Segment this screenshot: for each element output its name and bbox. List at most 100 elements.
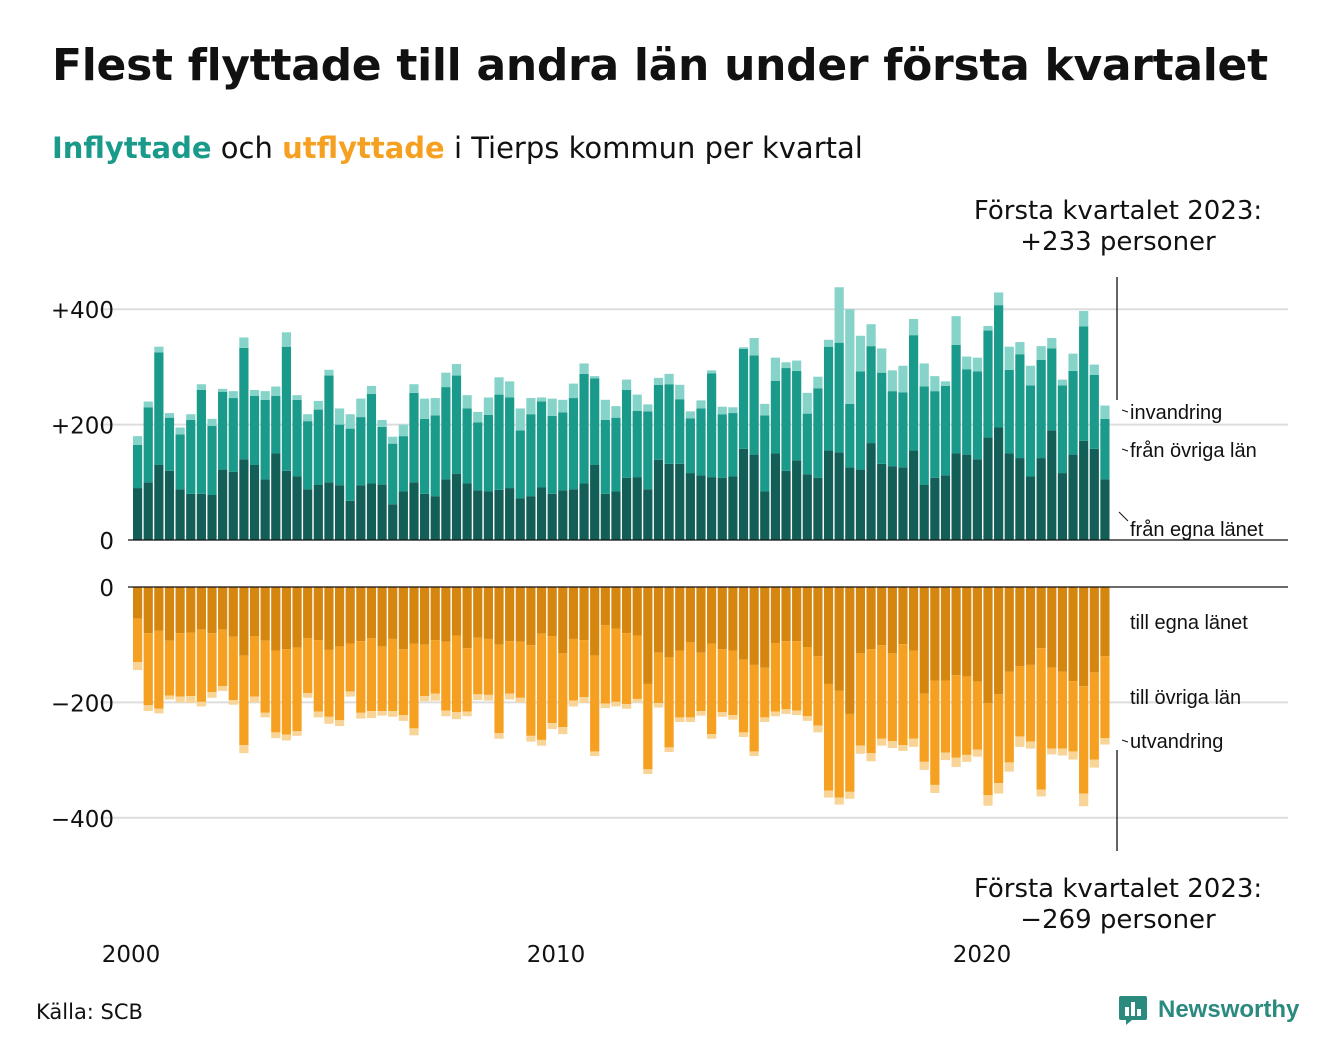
- bar-in-ovriga-lan: [834, 342, 844, 453]
- bar-in-ovriga-lan: [377, 426, 387, 485]
- bar-out-utvandring: [621, 704, 632, 709]
- bar-in-ovriga-lan: [313, 409, 323, 485]
- bar-out-ovriga-lan: [462, 648, 472, 712]
- bar-in-ovriga-lan: [388, 443, 398, 505]
- bar-in-ovriga-lan: [345, 428, 355, 501]
- bar-out-ovriga-lan: [919, 693, 929, 762]
- bar-in-egna-lanet: [345, 500, 355, 540]
- bar-in-ovriga-lan: [908, 335, 919, 451]
- bar-out-ovriga-lan: [749, 664, 759, 752]
- bar-in-invandring: [590, 376, 600, 379]
- bar-out-egna-lanet: [621, 587, 632, 634]
- bar-in-egna-lanet: [133, 488, 143, 540]
- bar-in-ovriga-lan: [1036, 359, 1046, 459]
- bar-in-invandring: [186, 414, 196, 420]
- bar-in-invandring: [515, 408, 525, 431]
- bar-out-egna-lanet: [653, 587, 664, 653]
- bar-out-egna-lanet: [643, 587, 653, 684]
- bar-in-invandring: [1057, 379, 1068, 386]
- bar-in-ovriga-lan: [738, 349, 749, 449]
- bar-in-egna-lanet: [196, 493, 206, 540]
- bar-out-utvandring: [728, 715, 738, 720]
- bar-out-utvandring: [249, 696, 260, 703]
- bar-in-invandring: [834, 287, 844, 343]
- series-label-out-0: till egna länet: [1130, 612, 1248, 634]
- bar-in-invandring: [505, 381, 515, 398]
- bar-in-egna-lanet: [494, 489, 504, 540]
- bar-in-invandring: [292, 395, 302, 400]
- bar-out-utvandring: [845, 791, 855, 799]
- bar-in-egna-lanet: [218, 469, 228, 540]
- bar-in-ovriga-lan: [962, 369, 972, 455]
- bar-out-ovriga-lan: [855, 653, 866, 746]
- bar-out-utvandring: [398, 715, 408, 721]
- bar-in-ovriga-lan: [1004, 369, 1014, 454]
- bar-in-invandring: [664, 373, 674, 385]
- bar-out-egna-lanet: [1079, 587, 1089, 687]
- subtitle-rest: i Tierps kommun per kvartal: [453, 131, 863, 165]
- bar-in-invandring: [164, 413, 175, 418]
- y-tick-label-in: 0: [99, 529, 114, 555]
- bar-in-ovriga-lan: [855, 371, 866, 470]
- bar-in-egna-lanet: [526, 496, 536, 540]
- bar-out-egna-lanet: [1004, 587, 1014, 672]
- bar-in-ovriga-lan: [760, 415, 770, 492]
- bar-in-ovriga-lan: [887, 391, 897, 467]
- bar-out-egna-lanet: [366, 587, 377, 639]
- bar-out-utvandring: [919, 761, 929, 770]
- bar-out-egna-lanet: [334, 587, 345, 647]
- bar-out-ovriga-lan: [366, 638, 377, 712]
- bar-out-egna-lanet: [345, 587, 355, 644]
- bar-in-ovriga-lan: [813, 388, 823, 478]
- bar-in-egna-lanet: [717, 477, 727, 540]
- bar-in-egna-lanet: [292, 476, 302, 540]
- bar-in-invandring: [728, 407, 738, 414]
- bar-out-egna-lanet: [1057, 587, 1068, 672]
- bar-out-egna-lanet: [579, 587, 589, 641]
- bar-out-utvandring: [930, 784, 940, 793]
- bar-in-egna-lanet: [547, 493, 557, 540]
- bar-out-utvandring: [1068, 751, 1078, 760]
- bar-out-egna-lanet: [664, 587, 674, 658]
- bar-out-egna-lanet: [940, 587, 951, 681]
- bar-out-ovriga-lan: [1036, 648, 1046, 790]
- bar-in-invandring: [1089, 364, 1099, 375]
- bar-in-invandring: [175, 427, 185, 435]
- bar-out-egna-lanet: [377, 587, 387, 647]
- bar-in-invandring: [409, 384, 419, 393]
- bar-out-egna-lanet: [972, 587, 982, 682]
- bar-out-ovriga-lan: [579, 640, 589, 698]
- bar-in-ovriga-lan: [972, 371, 982, 460]
- bar-out-egna-lanet: [388, 587, 398, 639]
- bar-in-ovriga-lan: [1057, 385, 1068, 474]
- bar-in-ovriga-lan: [940, 385, 951, 476]
- bar-out-utvandring: [366, 711, 377, 718]
- bar-in-ovriga-lan: [536, 401, 547, 488]
- label-tick-utvandring: [1121, 739, 1129, 743]
- bar-in-invandring: [239, 337, 249, 348]
- bar-out-utvandring: [707, 734, 717, 739]
- label-tick-invandring: [1121, 409, 1129, 413]
- bar-in-egna-lanet: [621, 477, 632, 540]
- bar-in-ovriga-lan: [303, 421, 313, 490]
- bar-in-egna-lanet: [1004, 453, 1014, 540]
- bar-in-egna-lanet: [462, 483, 472, 540]
- bar-out-utvandring: [451, 712, 462, 720]
- label-tick-egna-in: [1118, 511, 1129, 522]
- bar-out-egna-lanet: [994, 587, 1004, 695]
- bar-out-egna-lanet: [632, 587, 642, 636]
- bar-in-egna-lanet: [1025, 476, 1036, 540]
- bar-out-utvandring: [834, 797, 844, 805]
- bar-out-ovriga-lan: [845, 713, 855, 792]
- bar-in-egna-lanet: [855, 469, 866, 540]
- bar-in-ovriga-lan: [600, 419, 610, 494]
- bar-in-ovriga-lan: [420, 418, 430, 494]
- bar-out-utvandring: [994, 783, 1004, 794]
- bar-out-utvandring: [409, 728, 419, 736]
- bar-in-ovriga-lan: [866, 346, 876, 444]
- logo-wordmark: Newsworthy: [1158, 996, 1300, 1023]
- bar-out-egna-lanet: [1015, 587, 1025, 667]
- bar-out-egna-lanet: [696, 587, 706, 653]
- bar-in-invandring: [473, 411, 483, 423]
- bar-in-invandring: [451, 364, 462, 376]
